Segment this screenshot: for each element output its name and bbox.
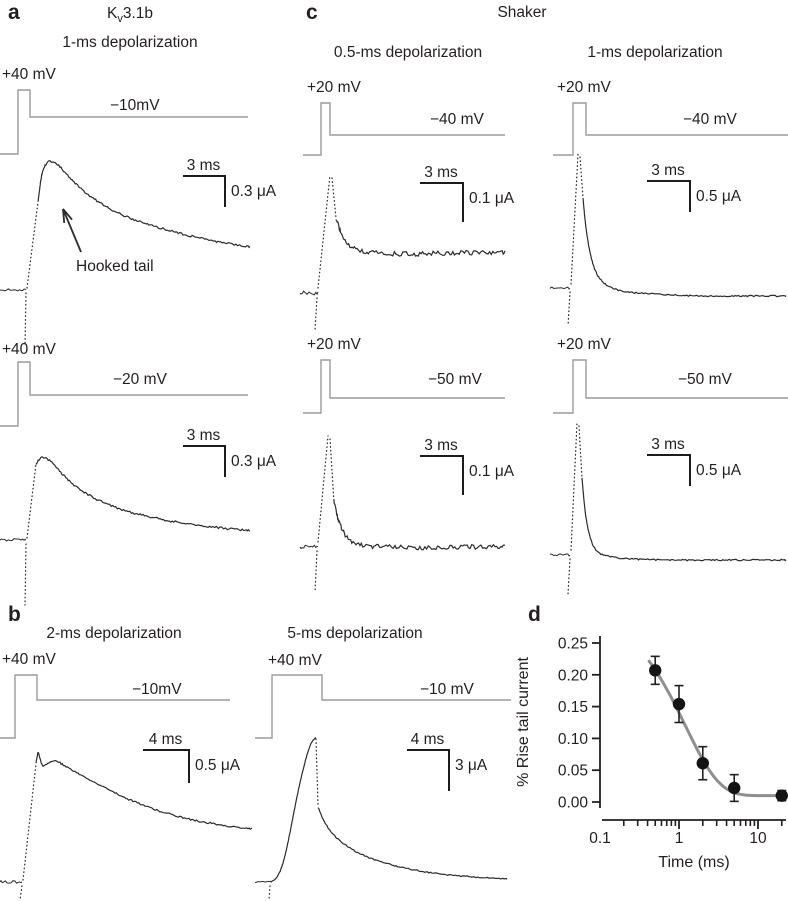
channel-name-subscript: v	[117, 13, 123, 25]
scalebar-lines	[420, 182, 464, 223]
scalebar-time-label: 3 ms	[651, 436, 685, 453]
voltage-protocol-a2	[0, 361, 248, 427]
scalebar-amp-label: 0.3 μA	[231, 453, 277, 470]
svg-text:% Rise tail current: % Rise tail current	[515, 657, 532, 787]
scalebar-b1: 4 ms 0.5 μA	[143, 731, 240, 784]
voltage-protocol-b1	[0, 674, 230, 739]
panel-a-label: a	[8, 1, 20, 24]
tail-voltage-label-c22: −50 mV	[678, 371, 732, 388]
pulse-voltage-label-c12: +20 mV	[557, 79, 611, 96]
scalebar-time-label: 3 ms	[186, 427, 221, 444]
tail-voltage-label-a1: −10mV	[110, 97, 160, 114]
voltage-protocol-c21	[303, 359, 505, 414]
scalebar-amp-label: 0.1 μA	[469, 190, 515, 207]
pulse-voltage-label-a1: +40 mV	[2, 66, 56, 83]
tail-voltage-label-c12: −40 mV	[683, 111, 737, 128]
panel-a-title: Kv3.1b	[30, 5, 230, 25]
svg-text:0.10: 0.10	[558, 731, 589, 748]
svg-text:10: 10	[749, 830, 767, 847]
scalebar-lines	[407, 749, 450, 792]
hooked-tail-annotation: Hooked tail	[76, 258, 154, 275]
pulse-voltage-label-b1: +40 mV	[2, 651, 56, 668]
current-trace-a1	[0, 160, 251, 347]
panel-c-label: c	[306, 1, 318, 24]
current-trace-c22	[549, 422, 787, 595]
svg-text:0.1: 0.1	[589, 830, 611, 847]
voltage-protocol-c22	[553, 359, 788, 414]
scalebar-amp-label: 0.5 μA	[696, 462, 742, 479]
scalebar-c11: 3 ms 0.1 μA	[420, 164, 514, 223]
depolarization-title-c-col1: 0.5-ms depolarization	[333, 44, 483, 61]
current-trace-a2	[0, 456, 251, 606]
current-trace-b2	[254, 737, 508, 901]
scalebar-time-label: 3 ms	[424, 164, 458, 181]
tail-voltage-label-b1: −10mV	[132, 681, 182, 698]
scalebar-amp-label: 0.5 μA	[696, 188, 742, 205]
scalebar-lines	[647, 180, 691, 213]
current-trace-c21	[299, 435, 506, 593]
scalebar-c12: 3 ms 0.5 μA	[647, 162, 741, 213]
scalebar-lines	[183, 445, 226, 478]
channel-name-post: 3.1b	[122, 5, 153, 22]
scalebar-time-label: 4 ms	[410, 731, 445, 748]
scalebar-a1: 3 ms 0.3 μA	[183, 157, 276, 208]
pulse-voltage-label-b2: +40 mV	[268, 652, 322, 669]
depolarization-title-b1: 2-ms depolarization	[46, 625, 182, 642]
svg-text:0.25: 0.25	[558, 636, 588, 653]
current-trace-c12	[549, 153, 787, 327]
scalebar-c21: 3 ms 0.1 μA	[420, 437, 514, 496]
scalebar-amp-label: 0.1 μA	[469, 463, 515, 480]
depolarization-title-b2: 5-ms depolarization	[287, 625, 423, 642]
tail-voltage-label-c21: −50 mV	[428, 371, 482, 388]
scalebar-lines	[647, 454, 691, 487]
depolarization-title-c-col2: 1-ms depolarization	[587, 44, 723, 61]
scalebar-lines	[420, 455, 464, 496]
scalebar-amp-label: 0.3 μA	[231, 183, 277, 200]
svg-text:Time (ms): Time (ms)	[658, 854, 729, 871]
scalebar-time-label: 3 ms	[651, 162, 685, 179]
scalebar-time-label: 3 ms	[424, 437, 458, 454]
voltage-protocol-c12	[553, 102, 788, 156]
scalebar-b2: 4 ms 3 μA	[407, 731, 487, 792]
panel-d-label: d	[528, 603, 541, 626]
svg-text:1: 1	[675, 830, 684, 847]
scalebar-amp-label: 3 μA	[455, 757, 488, 774]
scalebar-time-label: 4 ms	[148, 731, 183, 748]
voltage-protocol-a1	[0, 89, 248, 155]
current-trace-c11	[299, 174, 506, 331]
svg-text:0.20: 0.20	[558, 667, 589, 684]
svg-text:0.15: 0.15	[558, 699, 588, 716]
scalebar-lines	[183, 175, 226, 208]
svg-text:0.05: 0.05	[558, 763, 588, 780]
pulse-voltage-label-c11: +20 mV	[307, 79, 361, 96]
panel-c-title: Shaker	[497, 4, 547, 21]
channel-name-pre: K	[106, 5, 118, 22]
tail-voltage-label-b2: −10 mV	[420, 681, 474, 698]
voltage-protocol-c11	[303, 102, 505, 156]
current-trace-b1	[0, 751, 253, 901]
depolarization-title-a1: 1-ms depolarization	[62, 34, 198, 51]
scalebar-c22: 3 ms 0.5 μA	[647, 436, 741, 487]
pulse-voltage-label-c21: +20 mV	[307, 336, 361, 353]
tail-voltage-label-c11: −40 mV	[430, 111, 484, 128]
scalebar-lines	[143, 749, 190, 784]
pulse-voltage-label-c22: +20 mV	[557, 336, 611, 353]
svg-text:0.00: 0.00	[558, 795, 589, 812]
panel-b-label: b	[8, 603, 21, 626]
rise-tail-current-chart: 0.00 0.05 0.10 0.15 0.20 0.25 0.1 1 10 Time (ms)%…	[515, 636, 788, 871]
scalebar-a2: 3 ms 0.3 μA	[183, 427, 276, 478]
tail-voltage-label-a2: −20 mV	[113, 371, 167, 388]
voltage-protocol-b2	[255, 674, 511, 739]
scalebar-amp-label: 0.5 μA	[195, 757, 241, 774]
scalebar-time-label: 3 ms	[186, 157, 221, 174]
pulse-voltage-label-a2: +40 mV	[2, 341, 56, 358]
